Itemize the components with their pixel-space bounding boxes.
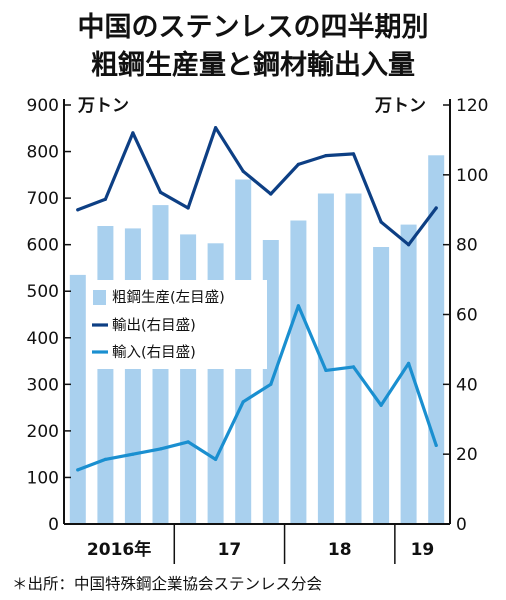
left-tick-label-0: 0 xyxy=(48,515,59,535)
export-point-2 xyxy=(103,197,107,201)
left-tick-label-2: 200 xyxy=(27,422,59,442)
year-label-2: 17 xyxy=(218,540,242,560)
import-point-4 xyxy=(158,447,163,451)
bar-3 xyxy=(124,228,141,524)
bar-9 xyxy=(290,220,307,524)
import-point-7 xyxy=(241,400,245,404)
chart-title-line-2: 粗鋼生産量と鋼材輸出入量 xyxy=(91,49,415,81)
import-point-9 xyxy=(296,304,300,308)
import-point-10 xyxy=(324,368,328,372)
import-point-2 xyxy=(103,457,107,461)
bar-5 xyxy=(180,234,197,524)
left-axis-unit: 万トン xyxy=(77,96,129,116)
right-tick-label-5: 100 xyxy=(456,166,488,186)
legend-swatch-1 xyxy=(93,290,106,305)
bar-1 xyxy=(69,274,86,524)
export-point-10 xyxy=(324,154,328,158)
import-point-8 xyxy=(269,382,273,386)
left-tick-label-8: 800 xyxy=(27,143,59,163)
right-axis-ticks: 0 20 40 60 80 100 120 xyxy=(443,96,488,535)
legend-label-3: 輸入(右目盛) xyxy=(112,344,196,361)
export-point-13 xyxy=(407,243,411,247)
left-tick-label-1: 100 xyxy=(27,468,59,488)
export-point-9 xyxy=(296,162,300,166)
left-tick-label-6: 600 xyxy=(27,236,59,256)
right-axis-unit: 万トン xyxy=(374,96,426,116)
left-tick-label-5: 500 xyxy=(27,282,59,302)
source-note: ＊出所：中国特殊鋼企業協会ステンレス分会 xyxy=(12,575,322,593)
bar-10 xyxy=(317,193,334,524)
line-export xyxy=(76,126,438,247)
import-point-12 xyxy=(379,403,383,407)
bar-11 xyxy=(345,193,362,524)
import-point-5 xyxy=(186,440,190,444)
right-tick-label-4: 80 xyxy=(456,236,478,256)
bar-13 xyxy=(400,224,417,524)
right-tick-label-0: 0 xyxy=(456,515,467,535)
legend-background xyxy=(87,280,267,369)
export-point-5 xyxy=(186,206,190,210)
export-point-1 xyxy=(76,208,80,212)
export-point-3 xyxy=(131,131,135,135)
line-series xyxy=(76,126,438,472)
export-point-12 xyxy=(379,220,383,224)
right-tick-label-3: 60 xyxy=(456,306,478,326)
axes xyxy=(63,99,451,525)
right-tick-label-6: 120 xyxy=(456,96,488,116)
import-point-13 xyxy=(407,361,411,365)
bar-12 xyxy=(373,247,390,524)
legend: 粗鋼生産(左目盛) 輸出(右目盛) 輸入(右目盛) xyxy=(87,280,267,369)
export-point-11 xyxy=(351,152,356,156)
line-import xyxy=(76,304,438,472)
year-label-4: 19 xyxy=(411,540,435,560)
left-tick-label-3: 300 xyxy=(27,375,59,395)
import-point-6 xyxy=(214,457,218,461)
left-tick-label-4: 400 xyxy=(27,329,59,349)
left-tick-label-7: 700 xyxy=(27,189,59,209)
export-point-7 xyxy=(241,169,245,173)
right-tick-label-1: 20 xyxy=(456,445,478,465)
chart-title-line-1: 中国のステンレスの四半期別 xyxy=(78,12,429,43)
import-point-3 xyxy=(131,452,135,456)
legend-label-2: 輸出(右目盛) xyxy=(112,317,196,334)
export-point-4 xyxy=(158,190,163,194)
legend-label-1: 粗鋼生産(左目盛) xyxy=(112,289,225,306)
x-axis-years: 2016年 17 18 19 xyxy=(87,524,434,564)
year-label-3: 18 xyxy=(328,540,352,560)
year-label-1: 2016年 xyxy=(87,539,151,560)
right-tick-label-2: 40 xyxy=(456,375,478,395)
export-point-14 xyxy=(434,206,438,210)
bar-2 xyxy=(97,226,114,524)
left-axis-ticks: 0 100 200 300 400 500 600 700 800 900 xyxy=(27,96,71,535)
export-point-6 xyxy=(214,126,218,130)
left-tick-label-9: 900 xyxy=(27,96,59,116)
import-point-14 xyxy=(434,443,438,447)
import-point-1 xyxy=(76,468,80,472)
export-point-8 xyxy=(269,192,273,196)
import-point-11 xyxy=(351,365,356,369)
